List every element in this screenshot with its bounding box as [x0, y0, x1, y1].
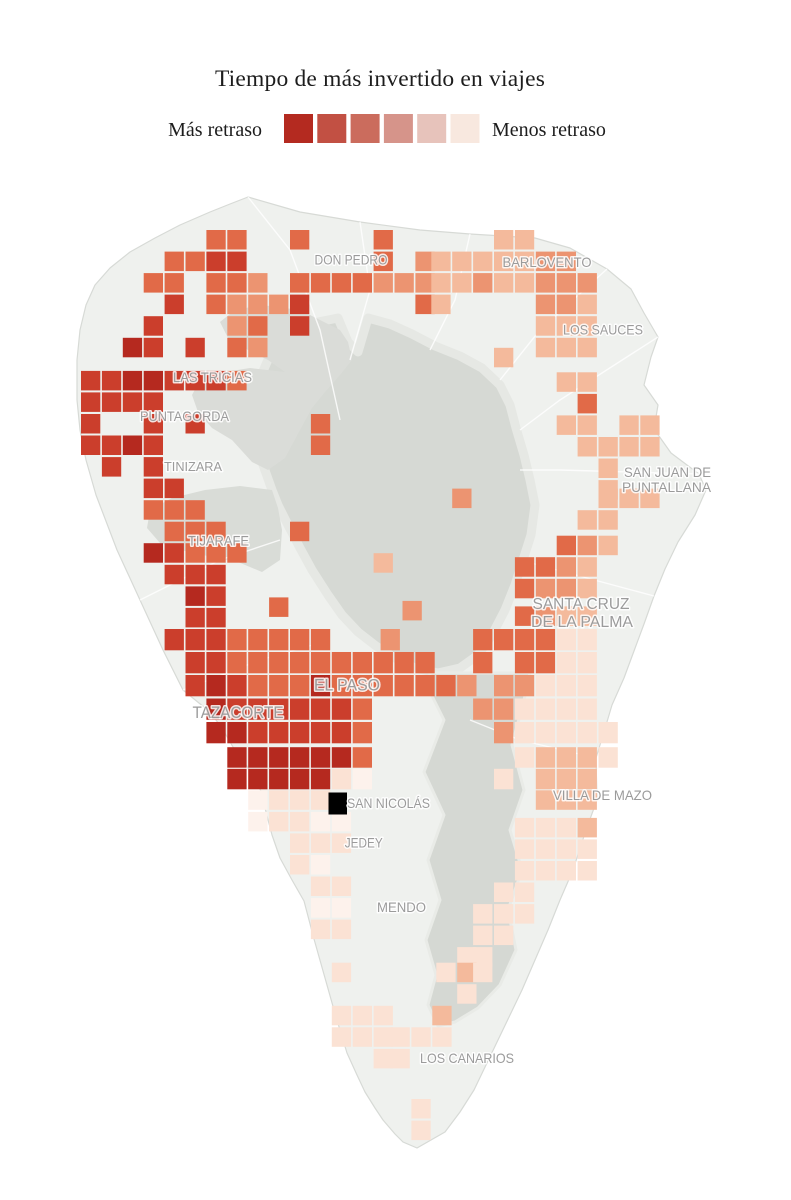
svg-text:Menos retraso: Menos retraso [492, 119, 606, 141]
svg-text:PUNTALLANA: PUNTALLANA [622, 479, 712, 495]
svg-text:TAZACORTE: TAZACORTE [193, 704, 284, 722]
svg-text:BARLOVENTO: BARLOVENTO [503, 254, 592, 270]
svg-text:SANTA CRUZ: SANTA CRUZ [533, 596, 630, 613]
svg-text:SAN JUAN DE: SAN JUAN DE [624, 464, 711, 480]
svg-text:LAS TRICIAS: LAS TRICIAS [173, 369, 252, 385]
svg-text:DE LA PALMA: DE LA PALMA [531, 614, 633, 631]
svg-text:EL PASO: EL PASO [314, 677, 380, 695]
svg-text:VILLA DE MAZO: VILLA DE MAZO [553, 787, 652, 803]
svg-text:LOS CANARIOS: LOS CANARIOS [420, 1050, 514, 1066]
svg-text:TIJARAFE: TIJARAFE [188, 534, 249, 549]
svg-text:Más retraso: Más retraso [168, 119, 262, 141]
svg-text:SAN NICOLÁS: SAN NICOLÁS [347, 795, 430, 811]
svg-text:PUNTAGORDA: PUNTAGORDA [140, 408, 230, 424]
svg-text:JEDEY: JEDEY [345, 836, 383, 851]
svg-text:Tiempo de más invertido en via: Tiempo de más invertido en viajes [215, 66, 545, 92]
svg-text:TINIZARA: TINIZARA [164, 460, 223, 474]
svg-text:MENDO: MENDO [377, 900, 426, 915]
svg-text:DON PEDRO: DON PEDRO [315, 252, 388, 268]
svg-text:LOS SAUCES: LOS SAUCES [563, 322, 643, 338]
